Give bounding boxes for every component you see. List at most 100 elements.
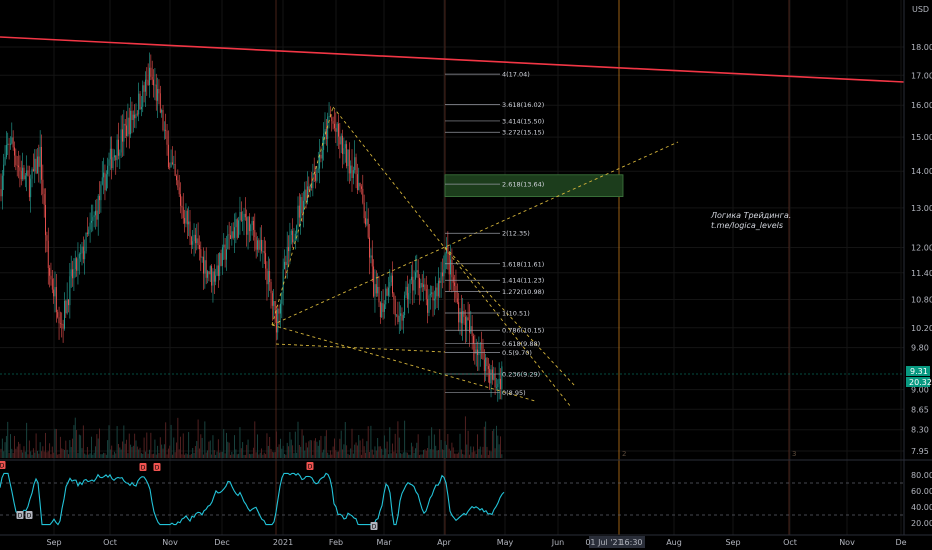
- fibonacci-extension[interactable]: 4(17.04) 3.618(16.02) 3.414(15.50) 3.272(15…: [445, 71, 544, 397]
- volume-bar: [35, 433, 37, 458]
- candle-body: [433, 298, 435, 301]
- volume-bar: [28, 440, 30, 458]
- volume-bar: [347, 453, 349, 458]
- candle-body: [482, 343, 484, 360]
- volume-bar: [298, 445, 300, 458]
- candle-body: [213, 271, 215, 282]
- volume-bar: [401, 454, 403, 458]
- volume-bar: [361, 454, 362, 458]
- currency-label[interactable]: USD: [912, 5, 929, 14]
- candle-body: [336, 123, 338, 132]
- volume-bar: [265, 454, 267, 458]
- dashed-trendline[interactable]: [271, 106, 334, 326]
- candle-body: [328, 116, 330, 118]
- candle-body: [120, 129, 122, 153]
- candle-body: [155, 84, 157, 101]
- volume-bar: [317, 445, 319, 458]
- candle-body: [230, 235, 231, 239]
- volume-bar: [109, 449, 111, 458]
- fib-level-label: 1.414(11.23): [502, 277, 544, 285]
- volume-bar: [189, 454, 191, 458]
- candle-body: [8, 143, 10, 145]
- candle-body: [396, 314, 397, 316]
- candle-body: [140, 106, 142, 110]
- volume-bar: [383, 435, 385, 458]
- candle-body: [192, 241, 194, 245]
- volume-bar: [236, 454, 238, 458]
- signal-marker[interactable]: [370, 522, 378, 530]
- candle-body: [97, 195, 99, 220]
- candle-body: [487, 366, 489, 370]
- candle-body: [363, 202, 365, 219]
- price-tick-label: 8.30: [911, 426, 929, 435]
- signal-marker[interactable]: [25, 511, 33, 519]
- red-resistance-line[interactable]: [0, 36, 905, 83]
- price-tick-label: 18.00: [911, 43, 932, 52]
- candle-body: [352, 170, 354, 179]
- volume-bar: [172, 454, 173, 458]
- candle-body: [201, 256, 203, 258]
- candle-body: [99, 195, 100, 201]
- volume-bar: [470, 446, 472, 458]
- candle-body: [0, 189, 2, 197]
- dashed-trendline[interactable]: [444, 246, 576, 387]
- candle-body: [343, 148, 345, 155]
- candle-body: [127, 117, 129, 136]
- candle-body: [266, 268, 268, 285]
- candle-body: [296, 225, 298, 234]
- volume-bar: [170, 424, 172, 458]
- volume-bar: [490, 451, 492, 458]
- candle-body: [197, 238, 199, 246]
- signal-marker[interactable]: [153, 463, 161, 471]
- dashed-trendline[interactable]: [332, 106, 572, 408]
- signal-marker[interactable]: [16, 511, 24, 519]
- candle-body: [339, 136, 341, 145]
- volume-bar: [261, 448, 262, 458]
- time-axis[interactable]: Sep Oct Nov Dec 2021 Feb Mar Apr May Jun 01 Jul '2…: [46, 536, 907, 548]
- dashed-trendline[interactable]: [271, 324, 536, 402]
- crosshair-time-badge: [589, 536, 645, 548]
- volume-bar: [146, 432, 148, 458]
- volume-bar: [227, 441, 229, 458]
- candle-body: [427, 299, 429, 313]
- volume-bar: [323, 449, 325, 458]
- candle-body: [397, 314, 399, 322]
- signal-markers[interactable]: D D D DD DD: [0, 461, 378, 531]
- volume-bar: [167, 448, 169, 458]
- candle-body: [43, 194, 45, 205]
- signal-marker[interactable]: [0, 461, 6, 469]
- candle-body: [401, 313, 403, 321]
- candle-body: [142, 85, 144, 107]
- candle-body: [286, 246, 288, 266]
- volume-bar: [444, 441, 446, 458]
- volume-bar: [259, 452, 261, 458]
- candle-body: [346, 144, 348, 167]
- candle-body: [261, 239, 262, 252]
- price-axis[interactable]: 18.00 17.00 16.00 15.00 14.00 13.00 12.00 11.40…: [911, 43, 932, 456]
- candle-body: [189, 221, 191, 237]
- volume-bar: [113, 451, 115, 458]
- signal-marker[interactable]: [139, 463, 147, 471]
- volume-bar: [327, 452, 329, 458]
- volume-bar: [173, 437, 175, 458]
- target-zone[interactable]: [444, 174, 624, 198]
- candle-body: [15, 155, 17, 166]
- candle-body: [112, 157, 114, 169]
- candle-body: [325, 129, 327, 140]
- candle-body: [158, 88, 160, 94]
- candle-body: [491, 369, 493, 380]
- rsi-axis[interactable]: 80.00 60.00 40.00 20.00: [911, 471, 932, 528]
- candle-body: [162, 110, 164, 131]
- volume-bar: [95, 446, 96, 458]
- volume-bar: [238, 453, 240, 458]
- volume-bar: [57, 454, 59, 458]
- dashed-trendline[interactable]: [275, 343, 446, 353]
- volume-bar: [501, 454, 503, 458]
- signal-marker[interactable]: [306, 462, 314, 470]
- annotation-text[interactable]: Логика Трейдинга. t.me/logica_levels: [710, 211, 791, 230]
- volume-bar: [293, 453, 295, 458]
- candle-body: [174, 163, 176, 176]
- candle-body: [10, 143, 11, 145]
- volume-bar: [439, 429, 441, 458]
